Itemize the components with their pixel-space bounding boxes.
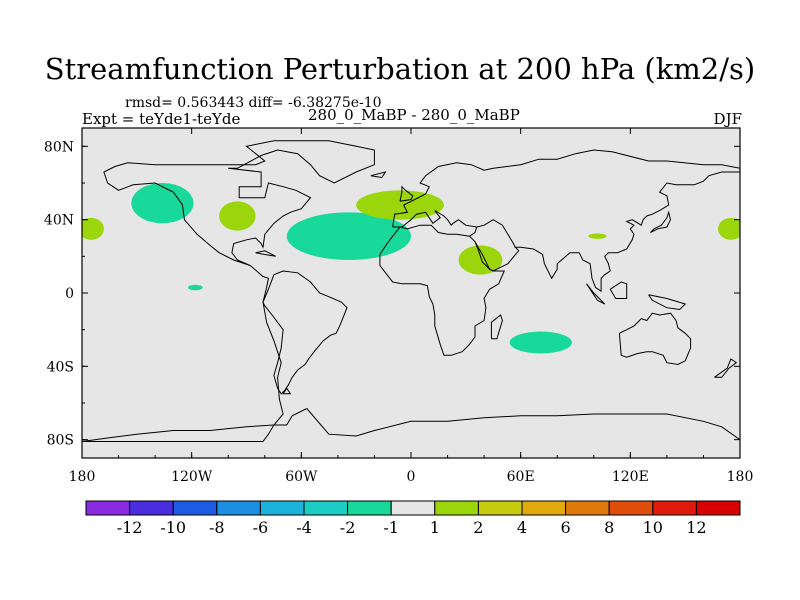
experiment-label: Expt = teYde1-teYde — [82, 110, 241, 128]
colorbar-box — [216, 500, 261, 516]
negative-blob-atlantic — [286, 212, 411, 260]
colorbar-label: 10 — [643, 518, 663, 537]
colorbar-label: -4 — [296, 518, 312, 537]
x-tick-label: 180 — [69, 469, 96, 485]
colorbar-box — [434, 500, 479, 516]
colorbar-box — [695, 500, 741, 516]
colorbar-box — [347, 500, 392, 516]
coastline-11 — [586, 283, 606, 305]
y-tick-label: 80N — [44, 139, 74, 155]
positive-blob-dateline-west — [82, 217, 104, 240]
y-tick-label: 40S — [47, 359, 74, 375]
x-tick-label: 120E — [612, 469, 649, 485]
coastline-7 — [618, 312, 692, 366]
colorbar-box — [390, 500, 436, 516]
coastline-18 — [714, 358, 738, 378]
negative-blob-tropical-pacific — [188, 284, 203, 291]
positive-blob-north-pacific-east — [219, 201, 256, 231]
colorbar-box — [129, 500, 174, 516]
y-tick-label: 80S — [47, 433, 74, 449]
coastline-15 — [255, 250, 276, 257]
coastline-4 — [392, 210, 478, 237]
colorbar-label: -6 — [253, 518, 269, 537]
x-tick-label: 0 — [407, 469, 416, 485]
coastline-14 — [399, 185, 414, 202]
colorbar-label: 12 — [686, 518, 706, 537]
x-tick-label: 60E — [507, 469, 535, 485]
colorbar-box — [477, 500, 523, 516]
positive-blob-middle-east — [458, 245, 503, 275]
colorbar-box — [565, 500, 610, 516]
negative-blob-south-indian — [509, 331, 572, 354]
colorbar-label: 2 — [473, 518, 483, 537]
coastline-16 — [370, 171, 387, 179]
coastline-6 — [474, 241, 520, 272]
coastline-10 — [648, 294, 687, 311]
coastline-12 — [609, 281, 628, 299]
coastline-0 — [82, 140, 375, 442]
colorbar-label: -8 — [209, 518, 225, 537]
colorbar-label: -12 — [117, 518, 143, 537]
colorbar-box — [259, 500, 305, 516]
positive-blob-asia — [588, 233, 607, 239]
colorbar-box — [521, 500, 567, 516]
y-tick-label: 0 — [65, 286, 74, 302]
map-background — [82, 128, 740, 458]
season-label: DJF — [713, 110, 742, 128]
x-tick-label: 60W — [285, 469, 318, 485]
x-tick-label: 120W — [171, 469, 213, 485]
colorbar-box — [652, 500, 697, 516]
coastline-5 — [476, 171, 740, 293]
colorbar-label: 8 — [604, 518, 614, 537]
colorbar-label: 4 — [517, 518, 527, 537]
coastline-1 — [262, 270, 348, 395]
negative-blob-north-pacific — [131, 183, 194, 224]
rmsd-stats-label: rmsd= 0.563443 diff= -6.38275e-10 — [125, 95, 382, 111]
coastline-3 — [392, 149, 740, 228]
colorbar-label: -1 — [383, 518, 399, 537]
coastline-13 — [650, 210, 672, 233]
coastline-17 — [490, 314, 503, 340]
comparison-label: 280_0_MaBP - 280_0_MaBP — [308, 106, 520, 124]
colorbar-box — [172, 500, 218, 516]
colorbar-label: -2 — [340, 518, 356, 537]
colorbar-box — [85, 500, 131, 516]
coastline-19 — [282, 388, 292, 395]
coastline-8 — [82, 408, 308, 442]
positive-blob-europe — [356, 190, 444, 220]
y-tick-label: 40N — [44, 213, 74, 229]
x-tick-label: 180 — [727, 469, 754, 485]
positive-blob-dateline-east — [718, 217, 740, 240]
colorbar-box — [608, 500, 654, 516]
colorbar-box — [303, 500, 349, 516]
coastline-2 — [379, 224, 505, 356]
colorbar-label: 6 — [561, 518, 571, 537]
colorbar-label: 1 — [430, 518, 440, 537]
coastline-9 — [306, 408, 740, 441]
colorbar-label: -10 — [160, 518, 186, 537]
chart-title: Streamfunction Perturbation at 200 hPa (… — [44, 52, 756, 86]
